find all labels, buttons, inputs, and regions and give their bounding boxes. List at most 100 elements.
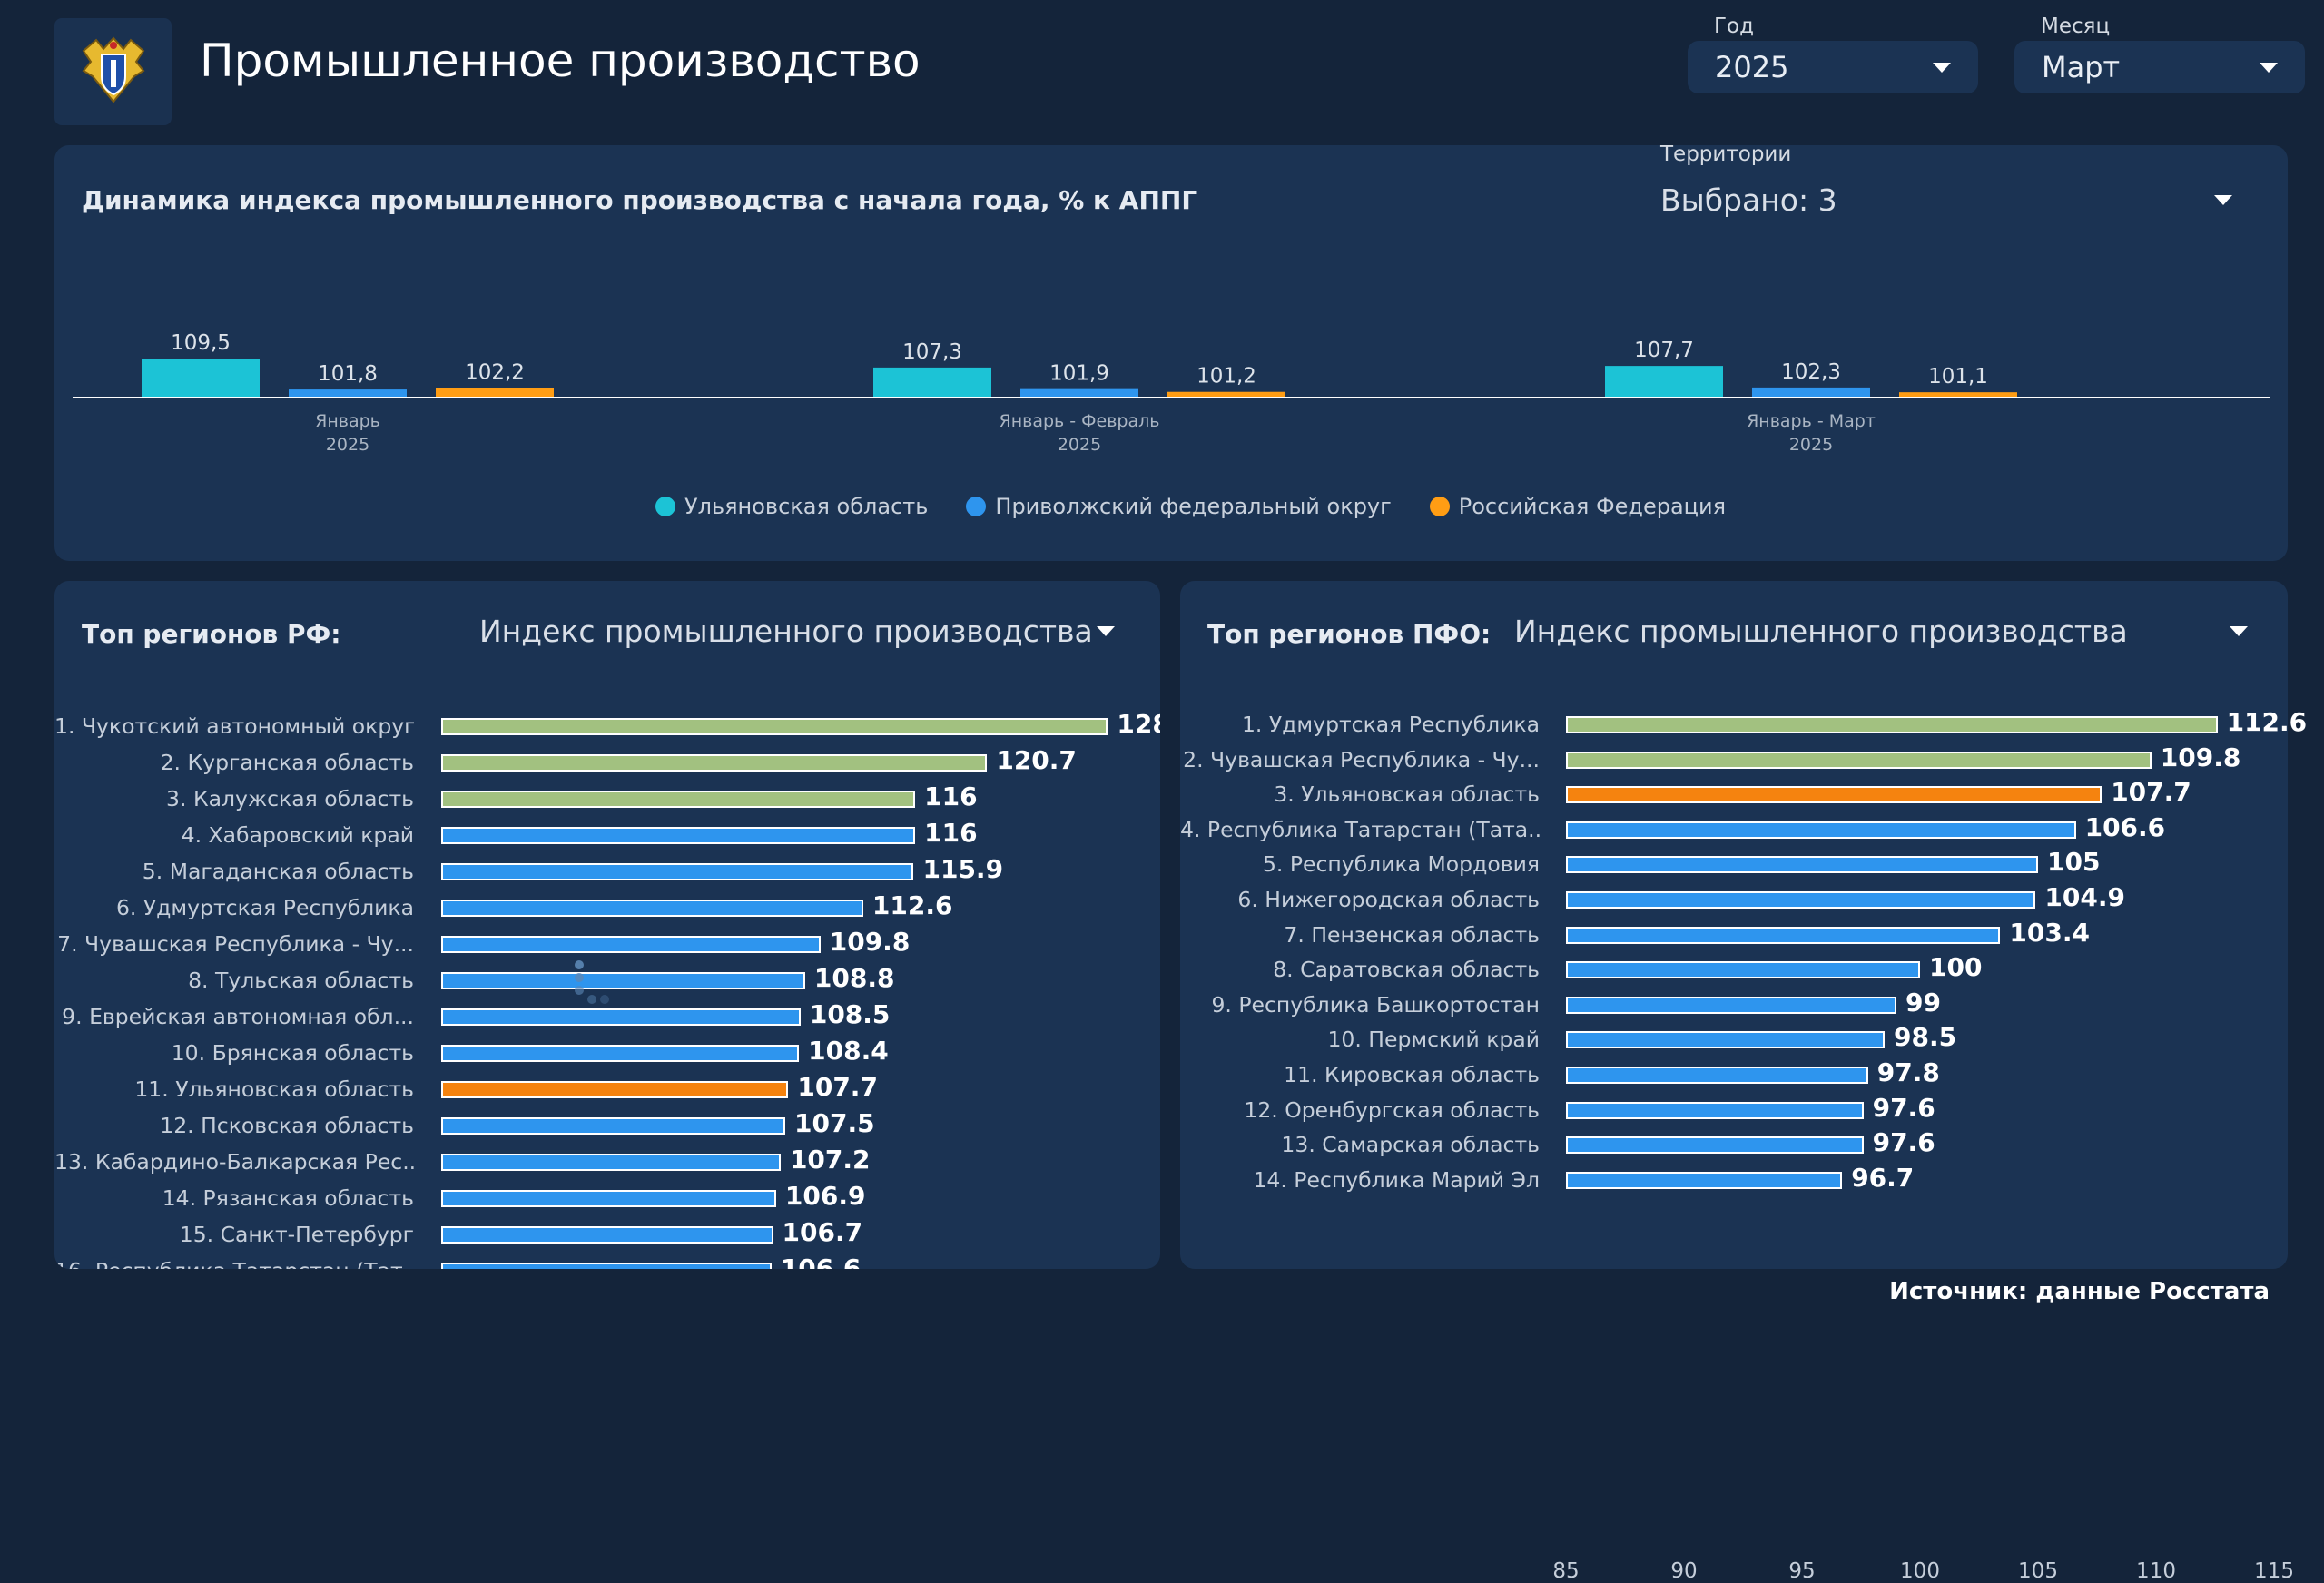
legend-item-ulyanovsk[interactable]: Ульяновская область <box>655 494 928 519</box>
region-value: 106.6 <box>2084 811 2166 842</box>
dynamics-bar-label: 101,1 <box>1928 365 1988 388</box>
region-value: 109.8 <box>2160 742 2241 772</box>
region-bar[interactable] <box>441 718 1108 735</box>
region-label: 14. Республика Марий Эл <box>1253 1166 1540 1193</box>
region-label: 9. Республика Башкортостан <box>1211 991 1540 1018</box>
dynamics-bar-label: 102,3 <box>1781 360 1841 384</box>
region-value: 103.4 <box>2009 917 2090 948</box>
dynamics-category-label: 2025 <box>1058 435 1101 455</box>
region-label: 10. Брянская область <box>171 1040 414 1066</box>
region-value: 128.6 <box>1117 709 1160 739</box>
region-bar[interactable] <box>441 1117 785 1135</box>
month-select[interactable]: Март <box>2014 41 2305 93</box>
year-select[interactable]: 2025 <box>1688 41 1978 93</box>
chevron-down-icon <box>2230 626 2248 636</box>
dynamics-bar[interactable] <box>1167 391 1285 397</box>
region-bar[interactable] <box>441 754 988 772</box>
region-value: 108.5 <box>809 999 891 1029</box>
dynamics-bar[interactable] <box>1752 387 1870 397</box>
dynamics-bar-label: 107,7 <box>1634 339 1694 362</box>
x-tick-label: 105 <box>2018 1559 2058 1583</box>
territories-select-value: Выбрано: 3 <box>1660 182 1837 218</box>
dynamics-bar[interactable] <box>142 359 260 397</box>
region-bar[interactable] <box>1566 716 2218 733</box>
loading-spinner <box>572 958 635 1016</box>
region-bar[interactable] <box>441 1190 776 1207</box>
region-bar[interactable] <box>1566 1101 1864 1119</box>
region-bar[interactable] <box>1566 1136 1864 1155</box>
top-rf-metric-value: Индекс промышленного производства <box>479 614 1093 649</box>
region-label: 8. Тульская область <box>188 968 414 993</box>
x-tick-label: 90 <box>1670 1559 1698 1583</box>
region-label: 12. Оренбургская область <box>1244 1096 1540 1123</box>
dynamics-bar-label: 101,9 <box>1049 362 1109 386</box>
region-bar[interactable] <box>441 791 916 808</box>
top-pfo-bar-chart[interactable]: 1. Удмуртская Республика 112.6 2. Чувашска… <box>1180 699 2307 1583</box>
region-label: 11. Кировская область <box>1284 1062 1540 1087</box>
page-title: Промышленное производство <box>200 34 921 87</box>
region-value: 112.6 <box>872 890 953 920</box>
dynamics-category-label: 2025 <box>326 435 369 455</box>
dynamics-bar[interactable] <box>1605 366 1723 397</box>
region-bar[interactable] <box>441 827 916 844</box>
legend-dot-icon <box>655 497 675 516</box>
dynamics-category-label: 2025 <box>1789 435 1833 455</box>
region-bar[interactable] <box>441 1154 781 1171</box>
region-bar[interactable] <box>1566 821 2076 839</box>
chevron-down-icon <box>2214 194 2232 205</box>
region-bar[interactable] <box>441 900 863 917</box>
territories-label: Территории <box>1660 143 1792 166</box>
top-rf-bar-chart[interactable]: 1. Чукотский автономный округ 128.6 2. Кур… <box>54 708 1160 1269</box>
region-value: 120.7 <box>996 745 1077 775</box>
region-bar[interactable] <box>1566 996 1896 1014</box>
region-bar[interactable] <box>441 1226 773 1244</box>
region-value: 106.9 <box>784 1181 866 1211</box>
region-label: 8. Саратовская область <box>1273 957 1540 983</box>
region-value: 99 <box>1905 987 1941 1018</box>
region-value: 100 <box>1929 952 1983 983</box>
dynamics-bar-chart: 109,5 101,8 102,2 Январь 2025 107,3 101,9 101,2… <box>73 331 2270 455</box>
region-value: 96.7 <box>1851 1162 1915 1193</box>
dynamics-bar[interactable] <box>289 389 407 397</box>
region-bar[interactable] <box>1566 891 2036 909</box>
top-rf-title: Топ регионов РФ: <box>82 619 341 649</box>
legend-label: Ульяновская область <box>684 494 929 519</box>
region-bar[interactable] <box>1566 1067 1868 1084</box>
region-bar[interactable] <box>1566 786 2102 804</box>
region-label: 11. Ульяновская область <box>134 1077 414 1102</box>
x-tick-label: 85 <box>1552 1559 1580 1583</box>
top-pfo-metric-select[interactable]: Индекс промышленного производства <box>1514 614 2248 649</box>
region-bar[interactable] <box>441 1008 801 1026</box>
region-bar[interactable] <box>1566 856 2038 874</box>
region-bar[interactable] <box>1566 961 1920 979</box>
region-bar[interactable] <box>441 972 805 989</box>
dynamics-bar[interactable] <box>1020 388 1138 397</box>
region-label: 7. Пензенская область <box>1284 921 1540 948</box>
region-value: 97.6 <box>1872 1127 1935 1158</box>
region-value: 97.8 <box>1876 1057 1940 1087</box>
region-bar[interactable] <box>1566 751 2152 769</box>
top-pfo-metric-value: Индекс промышленного производства <box>1514 614 2128 649</box>
region-label: 3. Калужская область <box>166 786 414 811</box>
territories-select[interactable]: Выбрано: 3 <box>1660 178 2232 221</box>
region-bar[interactable] <box>441 936 821 953</box>
dynamics-bar[interactable] <box>436 388 554 397</box>
region-bar[interactable] <box>441 863 914 880</box>
region-value: 116 <box>924 818 978 848</box>
dynamics-bar-label: 107,3 <box>902 340 962 364</box>
region-bar[interactable] <box>441 1263 772 1269</box>
top-rf-metric-select[interactable]: Индекс промышленного производства <box>479 614 1115 649</box>
region-bar[interactable] <box>441 1081 789 1098</box>
region-label: 9. Еврейская автономная обл... <box>62 1004 414 1029</box>
legend-item-pfo[interactable]: Приволжский федеральный округ <box>966 494 1392 519</box>
chevron-down-icon <box>1933 62 1951 73</box>
region-bar[interactable] <box>441 1045 800 1062</box>
legend-item-russia[interactable]: Российская Федерация <box>1429 494 1726 519</box>
region-bar[interactable] <box>1566 1031 1885 1049</box>
x-tick-label: 100 <box>1900 1559 1940 1583</box>
dynamics-bar[interactable] <box>873 367 991 397</box>
dynamics-bar[interactable] <box>1899 392 2017 397</box>
dynamics-panel <box>54 145 2288 561</box>
region-bar[interactable] <box>1566 926 2001 944</box>
region-bar[interactable] <box>1566 1171 1843 1189</box>
